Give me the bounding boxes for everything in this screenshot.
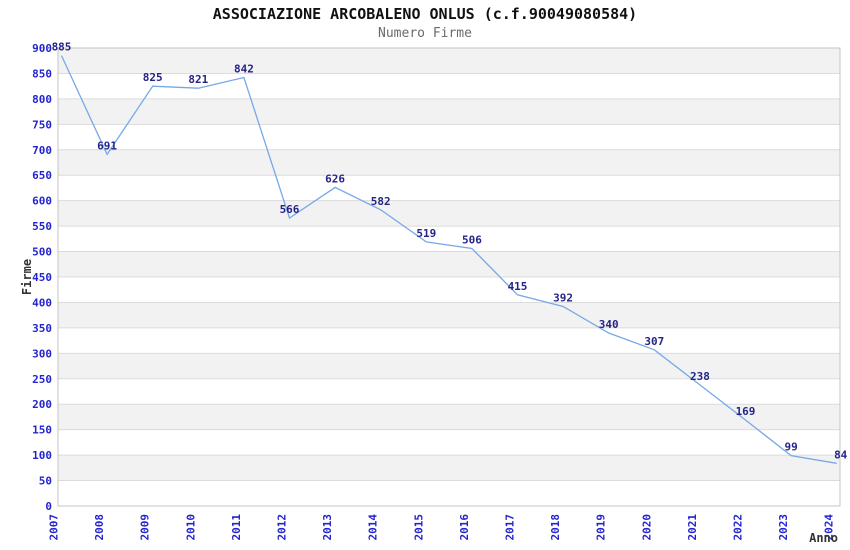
x-tick-label: 2024	[823, 514, 836, 541]
y-tick-label: 850	[32, 67, 52, 80]
data-label: 582	[371, 195, 391, 208]
data-label: 238	[690, 370, 710, 383]
y-tick-label: 50	[39, 475, 52, 488]
y-tick-label: 650	[32, 169, 52, 182]
x-axis-title: Anno	[809, 531, 838, 545]
x-tick-label: 2008	[93, 514, 106, 541]
data-label: 169	[736, 405, 756, 418]
x-tick-label: 2011	[230, 514, 243, 541]
x-tick-label: 2017	[504, 514, 517, 541]
y-tick-label: 550	[32, 220, 52, 233]
y-tick-label: 350	[32, 322, 52, 335]
plot-border	[57, 47, 841, 507]
x-tick-label: 2022	[732, 514, 745, 541]
y-tick-label: 150	[32, 424, 52, 437]
plot-band	[58, 353, 840, 379]
y-tick-label: 800	[32, 93, 52, 106]
plot-band	[58, 98, 840, 125]
data-label: 825	[143, 71, 163, 84]
x-tick-label: 2012	[276, 514, 289, 541]
y-axis-title: Firme	[20, 258, 34, 296]
plot-band	[58, 48, 840, 74]
y-tick-label: 100	[32, 449, 52, 462]
y-tick-label: 900	[32, 42, 52, 55]
x-tick-label: 2015	[412, 514, 425, 541]
data-line	[60, 55, 837, 464]
y-tick-label: 450	[32, 271, 52, 284]
data-label: 821	[188, 73, 208, 86]
y-tick-label: 250	[32, 373, 52, 386]
y-tick-label: 400	[32, 296, 52, 309]
data-label: 340	[599, 318, 619, 331]
plot-band	[58, 251, 840, 277]
plot-band	[58, 200, 840, 227]
plot-band	[58, 404, 840, 430]
y-tick-label: 0	[45, 500, 52, 513]
plot-band	[58, 455, 840, 481]
y-tick-label: 300	[32, 347, 52, 360]
data-label: 415	[508, 280, 528, 293]
y-tick-label: 700	[32, 144, 52, 157]
y-tick-label: 500	[32, 246, 52, 259]
data-label: 392	[553, 292, 573, 305]
x-tick-label: 2013	[321, 514, 334, 541]
data-label: 626	[325, 172, 345, 185]
y-tick-label: 200	[32, 398, 52, 411]
x-tick-label: 2016	[458, 514, 471, 541]
x-tick-label: 2010	[184, 514, 197, 541]
x-tick-label: 2018	[549, 514, 562, 541]
x-tick-label: 2007	[48, 514, 61, 541]
y-tick-label: 600	[32, 195, 52, 208]
data-label: 566	[280, 203, 300, 216]
plot-band	[58, 149, 840, 176]
data-label: 99	[784, 441, 797, 454]
data-label: 84	[834, 448, 848, 461]
x-tick-label: 2021	[686, 514, 699, 541]
data-label: 506	[462, 234, 482, 247]
x-tick-label: 2020	[640, 514, 653, 541]
plot-band	[58, 302, 840, 328]
data-label: 307	[644, 335, 664, 348]
x-tick-label: 2023	[777, 514, 790, 541]
chart-subtitle: Numero Firme	[378, 26, 472, 41]
x-tick-label: 2014	[367, 514, 380, 541]
x-tick-label: 2019	[595, 514, 608, 541]
y-tick-label: 750	[32, 118, 52, 131]
data-label: 842	[234, 63, 254, 76]
data-label: 885	[52, 41, 72, 54]
chart-title: ASSOCIAZIONE ARCOBALENO ONLUS (c.f.90049…	[212, 5, 638, 23]
data-label: 691	[97, 139, 117, 152]
data-label: 519	[416, 227, 436, 240]
x-tick-label: 2009	[139, 514, 152, 541]
